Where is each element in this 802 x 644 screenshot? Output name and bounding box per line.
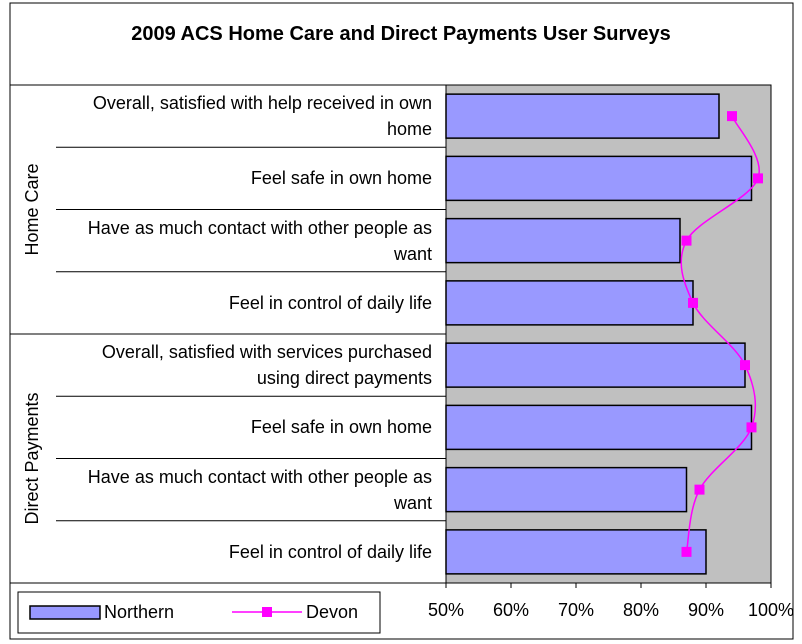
bar: [445, 217, 681, 264]
group-label: Direct Payments: [22, 392, 42, 524]
marker: [740, 360, 750, 371]
marker: [753, 173, 763, 184]
marker: [688, 297, 698, 308]
marker: [746, 422, 757, 433]
category-label: Feel safe in own home: [250, 417, 432, 438]
category-label: Feel in control of daily life: [228, 541, 432, 562]
x-tick-label: 70%: [558, 600, 594, 620]
bar: [445, 404, 753, 451]
x-tick-label: 50%: [428, 600, 464, 620]
category-label: Have as much contact with other people a…: [87, 217, 432, 264]
bar: [445, 93, 720, 139]
line: [680, 115, 760, 553]
legend-swatch: [262, 607, 272, 617]
category-label: Overall, satisfied with help received in…: [92, 93, 432, 140]
category-label: Feel in control of daily life: [228, 292, 432, 313]
x-tick-label: 100%: [748, 600, 794, 620]
chart-border: [9, 2, 794, 640]
x-tick-label: 60%: [493, 600, 529, 620]
bar: [445, 466, 688, 513]
legend-label: Devon: [306, 602, 358, 622]
marker: [681, 235, 692, 246]
category-label: Have as much contact with other people a…: [87, 466, 432, 513]
category-label: Feel safe in own home: [250, 168, 432, 189]
legend-swatch: [29, 605, 101, 620]
marker: [681, 546, 692, 557]
x-tick-label: 80%: [623, 600, 659, 620]
legend-label: Northern: [104, 602, 174, 622]
bar: [445, 529, 707, 575]
x-tick-label: 90%: [688, 600, 724, 620]
group-label: Home Care: [22, 163, 42, 255]
marker: [694, 484, 705, 495]
bar: [445, 155, 753, 202]
chart-title: 2009 ACS Home Care and Direct Payments U…: [131, 23, 671, 45]
bar: [445, 342, 746, 388]
category-label: Overall, satisfied with services purchas…: [101, 342, 432, 389]
bar: [445, 280, 694, 326]
marker: [727, 111, 737, 122]
